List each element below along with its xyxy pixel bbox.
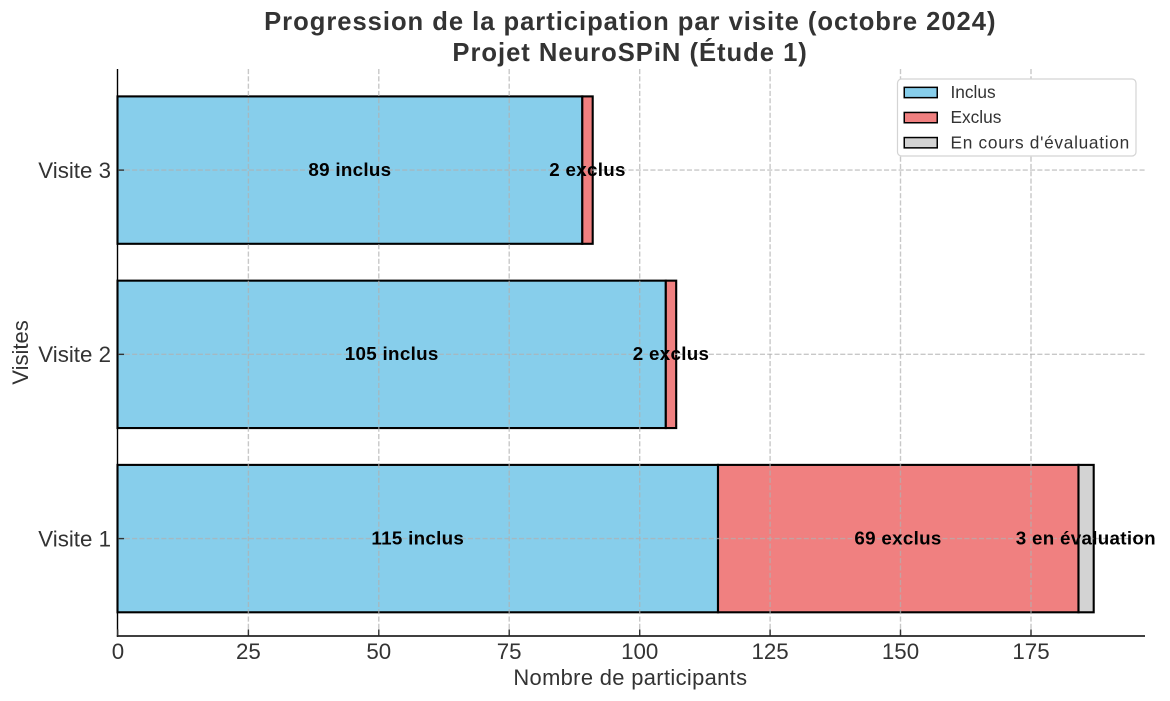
svg-text:Inclus: Inclus xyxy=(951,82,997,102)
svg-text:105 inclus: 105 inclus xyxy=(345,343,439,364)
svg-text:115 inclus: 115 inclus xyxy=(371,527,464,548)
svg-text:3 en évaluation: 3 en évaluation xyxy=(1016,527,1156,548)
svg-text:69 exclus: 69 exclus xyxy=(854,527,941,548)
svg-text:Visite 3: Visite 3 xyxy=(38,158,111,183)
svg-text:Visite 2: Visite 2 xyxy=(38,342,111,367)
svg-text:En cours d'évaluation: En cours d'évaluation xyxy=(951,132,1130,152)
svg-text:25: 25 xyxy=(236,639,261,664)
svg-text:100: 100 xyxy=(621,639,658,664)
svg-text:Exclus: Exclus xyxy=(951,107,1002,127)
svg-text:Visites: Visites xyxy=(8,320,33,384)
svg-text:Nombre de participants: Nombre de participants xyxy=(513,665,747,690)
svg-text:50: 50 xyxy=(366,639,391,664)
svg-text:150: 150 xyxy=(882,639,919,664)
svg-text:Projet NeuroSPiN (Étude 1): Projet NeuroSPiN (Étude 1) xyxy=(452,38,807,67)
svg-text:75: 75 xyxy=(497,639,522,664)
svg-text:175: 175 xyxy=(1012,639,1049,664)
svg-text:Progression de la participatio: Progression de la participation par visi… xyxy=(264,8,996,36)
svg-text:Visite 1: Visite 1 xyxy=(38,526,111,551)
svg-text:0: 0 xyxy=(112,639,124,664)
svg-text:2 exclus: 2 exclus xyxy=(633,343,710,364)
svg-text:125: 125 xyxy=(751,639,788,664)
svg-text:2 exclus: 2 exclus xyxy=(549,159,626,180)
svg-text:89 inclus: 89 inclus xyxy=(308,159,391,180)
